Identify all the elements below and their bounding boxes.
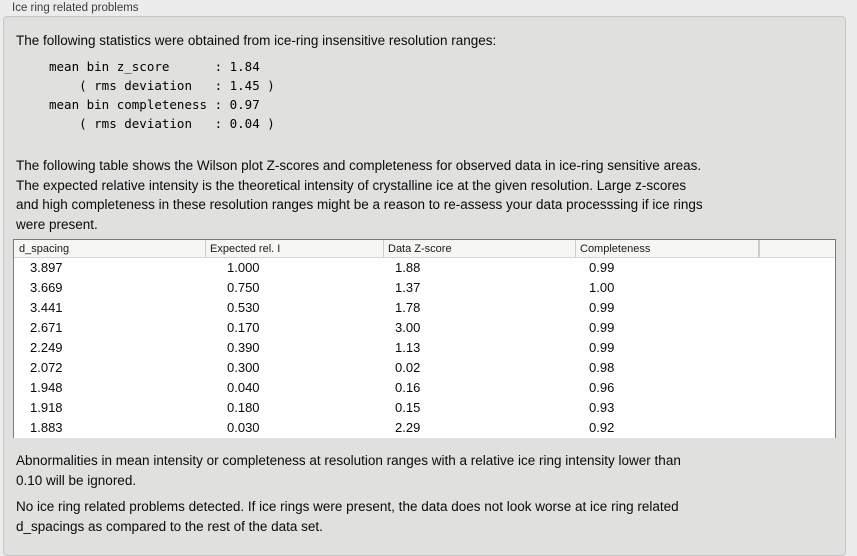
table-cell: 1.000 [227, 260, 260, 275]
table-cell: 3.897 [30, 260, 63, 275]
table-row[interactable]: 2.072 0.300 0.02 0.98 [14, 358, 835, 378]
table-cell: 2.072 [30, 360, 63, 375]
table-cell: 1.88 [395, 260, 421, 275]
table-description: The following table shows the Wilson plo… [16, 158, 703, 232]
table-cell [759, 398, 835, 418]
table-row[interactable]: 1.883 0.030 2.29 0.92 [14, 418, 835, 438]
table-row[interactable]: 3.669 0.750 1.37 1.00 [14, 278, 835, 298]
table-cell [759, 298, 835, 318]
table-cell: 1.883 [30, 420, 63, 435]
table-cell [759, 358, 835, 378]
table-cell [759, 278, 835, 298]
table-cell: 0.99 [589, 260, 615, 275]
table-cell: 1.948 [30, 380, 63, 395]
table-cell: 0.300 [227, 360, 260, 375]
ice-ring-table: d_spacing Expected rel. I Data Z-score C… [13, 239, 836, 438]
table-cell: 0.180 [227, 400, 260, 415]
table-cell: 2.249 [30, 340, 63, 355]
table-row[interactable]: 2.671 0.170 3.00 0.99 [14, 318, 835, 338]
table-cell: 0.15 [395, 400, 421, 415]
table-cell: 0.99 [589, 340, 615, 355]
table-cell: 0.390 [227, 340, 260, 355]
stats-block: mean bin z_score : 1.84 ( rms deviation … [49, 59, 275, 131]
table-cell: 0.96 [589, 380, 615, 395]
table-header-row: d_spacing Expected rel. I Data Z-score C… [14, 240, 835, 258]
table-cell: 0.030 [227, 420, 260, 435]
table-cell: 1.918 [30, 400, 63, 415]
table-cell [759, 258, 835, 278]
table-cell: 2.671 [30, 320, 63, 335]
column-header-d-spacing[interactable]: d_spacing [19, 243, 70, 255]
table-cell: 0.02 [395, 360, 421, 375]
table-cell: 0.99 [589, 300, 615, 315]
table-row[interactable]: 1.918 0.180 0.15 0.93 [14, 398, 835, 418]
table-cell: 1.00 [589, 280, 615, 295]
table-row[interactable]: 2.249 0.390 1.13 0.99 [14, 338, 835, 358]
table-cell: 0.98 [589, 360, 615, 375]
table-cell [759, 378, 835, 398]
table-cell [759, 338, 835, 358]
table-cell: 3.441 [30, 300, 63, 315]
table-row[interactable]: 1.948 0.040 0.16 0.96 [14, 378, 835, 398]
table-cell: 3.00 [395, 320, 421, 335]
ignore-threshold-note: Abnormalities in mean intensity or compl… [16, 453, 681, 488]
table-row[interactable]: 3.897 1.000 1.88 0.99 [14, 258, 835, 278]
table-cell: 1.13 [395, 340, 421, 355]
column-header-data-z-score[interactable]: Data Z-score [383, 240, 575, 257]
column-header-empty[interactable] [759, 240, 835, 257]
table-row[interactable]: 3.441 0.530 1.78 0.99 [14, 298, 835, 318]
intro-text: The following statistics were obtained f… [16, 33, 497, 48]
table-cell: 0.170 [227, 320, 260, 335]
column-header-expected-rel-i[interactable]: Expected rel. I [205, 240, 383, 257]
table-cell: 3.669 [30, 280, 63, 295]
table-cell: 2.29 [395, 420, 421, 435]
table-cell: 0.530 [227, 300, 260, 315]
table-cell: 0.750 [227, 280, 260, 295]
ice-ring-panel: The following statistics were obtained f… [3, 16, 846, 556]
column-header-completeness[interactable]: Completeness [575, 240, 759, 257]
table-cell [759, 418, 835, 438]
table-cell: 1.78 [395, 300, 421, 315]
table-body: 3.897 1.000 1.88 0.99 3.669 0.750 1.37 1.00 3.44… [14, 258, 835, 438]
table-cell: 0.99 [589, 320, 615, 335]
conclusion-text: No ice ring related problems detected. I… [16, 499, 679, 534]
table-cell: 0.16 [395, 380, 421, 395]
table-cell: 0.040 [227, 380, 260, 395]
table-cell: 0.93 [589, 400, 615, 415]
table-cell [759, 318, 835, 338]
table-cell: 1.37 [395, 280, 421, 295]
table-cell: 0.92 [589, 420, 615, 435]
section-title: Ice ring related problems [12, 2, 139, 14]
ice-ring-report-page: Ice ring related problems The following … [3, 2, 846, 556]
